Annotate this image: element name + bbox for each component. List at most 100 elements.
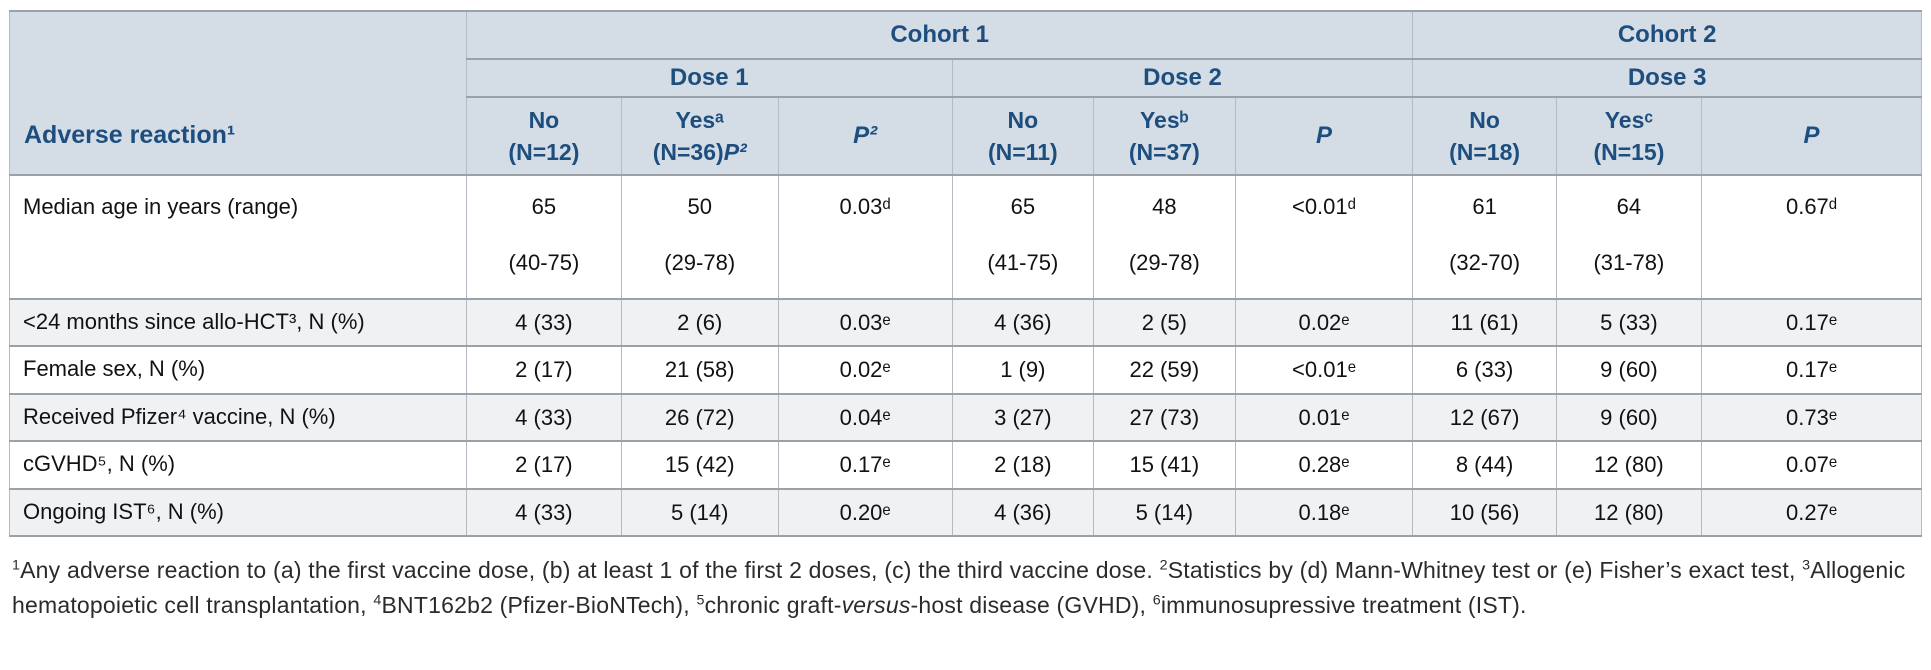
col-header-line1: No xyxy=(1469,107,1500,133)
table-cell: 0.03ᵉ xyxy=(777,297,953,348)
col-header-no-n18: No (N=18) xyxy=(1412,95,1557,177)
table-cell: 4 (33) xyxy=(465,392,622,443)
dose1-header: Dose 1 xyxy=(465,58,953,98)
table-cell: <0.01ᵉ xyxy=(1234,345,1414,395)
table-cell: 5 (33) xyxy=(1555,297,1703,348)
col-header-no-n11: No (N=11) xyxy=(951,95,1095,177)
dose3-header: Dose 3 xyxy=(1412,58,1922,98)
table-cell: 5 (14) xyxy=(1093,487,1236,538)
table-cell: 2 (18) xyxy=(951,440,1095,490)
table-cell: 0.28ᵉ xyxy=(1234,440,1414,490)
row-label: Female sex, N (%) xyxy=(9,345,467,395)
cohort1-header: Cohort 1 xyxy=(465,10,1414,60)
table-cell: 4 (36) xyxy=(951,487,1095,538)
col-header-line2: (N=12) xyxy=(508,139,580,166)
col-header-p-dose2: P xyxy=(1234,95,1414,177)
col-header-p-dose1: P² xyxy=(777,95,953,177)
row-label: Ongoing IST⁶, N (%) xyxy=(9,487,467,538)
col-header-line1: Yesᵃ xyxy=(675,107,724,133)
table-cell: 1 (9) xyxy=(951,345,1095,395)
column-header-adverse-reaction: Adverse reaction¹ xyxy=(9,9,467,177)
row-label: Received Pfizer⁴ vaccine, N (%) xyxy=(9,392,467,443)
cohort2-header: Cohort 2 xyxy=(1412,10,1922,60)
table-cell: 2 (17) xyxy=(465,345,622,395)
col-header-line2: (N=36)P² xyxy=(652,139,747,166)
table-row: Female sex, N (%) 2 (17) 21 (58) 0.02ᵉ 1 (9)… xyxy=(9,345,1922,395)
row-label: <24 months since allo-HCT³, N (%) xyxy=(9,297,467,348)
table-cell: 10 (56) xyxy=(1412,487,1557,538)
table-cell: 27 (73) xyxy=(1093,392,1236,443)
table-cell: 22 (59) xyxy=(1093,345,1236,395)
table-row: <24 months since allo-HCT³, N (%) 4 (33) 2… xyxy=(9,297,1922,348)
col-header-yes-n37: Yesᵇ (N=37) xyxy=(1093,95,1236,177)
table-row: cGVHD⁵, N (%) 2 (17) 15 (42) 0.17ᵉ 2 (18) 15 … xyxy=(9,440,1922,490)
table-body: Median age in years (range) 65 (40-75) 50 … xyxy=(9,174,1922,538)
table-cell: 2 (5) xyxy=(1093,297,1236,348)
table-cell: 12 (67) xyxy=(1412,392,1557,443)
table-cell: 65 (40-75) xyxy=(465,174,622,300)
col-header-line2: (N=18) xyxy=(1449,139,1521,166)
table-cell: 2 (6) xyxy=(620,297,779,348)
table-cell: 61 (32-70) xyxy=(1412,174,1557,300)
dose2-header: Dose 2 xyxy=(951,58,1414,98)
table-cell: 0.20ᵉ xyxy=(777,487,953,538)
col-header-line2: (N=37) xyxy=(1128,139,1200,166)
table-cell: 50 (29-78) xyxy=(620,174,779,300)
table-header: Adverse reaction¹ Cohort 1 Cohort 2 Dose… xyxy=(9,9,1922,177)
table-cell: 4 (33) xyxy=(465,297,622,348)
adverse-reactions-table: Adverse reaction¹ Cohort 1 Cohort 2 Dose… xyxy=(9,9,1922,538)
header-row-cohorts: Adverse reaction¹ Cohort 1 Cohort 2 xyxy=(9,9,1922,177)
col-header-line2: (N=15) xyxy=(1593,139,1665,166)
col-header-yes-n36: Yesᵃ (N=36)P² xyxy=(620,95,779,177)
table-row: Received Pfizer⁴ vaccine, N (%) 4 (33) 26 … xyxy=(9,392,1922,443)
row-label: Median age in years (range) xyxy=(9,174,467,300)
table-cell: 9 (60) xyxy=(1555,345,1703,395)
table-cell: 26 (72) xyxy=(620,392,779,443)
table-cell: 0.17ᵉ xyxy=(1701,345,1922,395)
table-cell: 15 (41) xyxy=(1093,440,1236,490)
table-cell: 5 (14) xyxy=(620,487,779,538)
header-row-doses: Dose 1 Dose 2 Dose 3 xyxy=(10,58,1922,98)
table-cell: 0.07ᵉ xyxy=(1701,440,1922,490)
table-cell: 2 (17) xyxy=(465,440,622,490)
table-cell: 0.27ᵉ xyxy=(1701,487,1922,538)
table-row: Median age in years (range) 65 (40-75) 50 … xyxy=(9,174,1922,300)
table-cell: 12 (80) xyxy=(1555,487,1703,538)
table-cell: 15 (42) xyxy=(620,440,779,490)
table-cell: 0.17ᵉ xyxy=(777,440,953,490)
table-cell: 0.17ᵉ xyxy=(1701,297,1922,348)
col-header-line1: No xyxy=(1007,107,1039,133)
table-cell: 48 (29-78) xyxy=(1093,174,1236,300)
footnotes: 1Any adverse reaction to (a) the first v… xyxy=(12,557,1906,619)
row-label: cGVHD⁵, N (%) xyxy=(9,440,467,490)
table-cell: 4 (36) xyxy=(951,297,1095,348)
table-cell: 0.73ᵉ xyxy=(1701,392,1922,443)
table-cell: 65 (41-75) xyxy=(951,174,1095,300)
col-header-p-dose3: P xyxy=(1701,95,1922,177)
table-cell: 11 (61) xyxy=(1412,297,1557,348)
table-cell: 0.18ᵉ xyxy=(1234,487,1414,538)
table-row: Ongoing IST⁶, N (%) 4 (33) 5 (14) 0.20ᵉ 4 (3… xyxy=(9,487,1922,538)
table-cell: <0.01ᵈ xyxy=(1234,174,1414,300)
table-cell: 9 (60) xyxy=(1555,392,1703,443)
table-cell: 12 (80) xyxy=(1555,440,1703,490)
col-header-line1: Yesᵇ xyxy=(1139,107,1189,133)
col-header-line2: (N=11) xyxy=(987,139,1058,166)
table-cell: 8 (44) xyxy=(1412,440,1557,490)
table-cell: 21 (58) xyxy=(620,345,779,395)
table-cell: 3 (27) xyxy=(951,392,1095,443)
col-header-line1: Yesᶜ xyxy=(1604,107,1654,133)
table-cell: 0.01ᵉ xyxy=(1234,392,1414,443)
table-cell: 0.67ᵈ xyxy=(1701,174,1922,300)
table-cell: 0.02ᵉ xyxy=(1234,297,1414,348)
col-header-line1: No xyxy=(528,107,560,133)
table-cell: 64 (31-78) xyxy=(1555,174,1703,300)
table-cell: 0.04ᵉ xyxy=(777,392,953,443)
table-cell: 6 (33) xyxy=(1412,345,1557,395)
table-cell: 0.02ᵉ xyxy=(777,345,953,395)
col-header-no-n12: No (N=12) xyxy=(465,95,622,177)
col-header-yes-n15: Yesᶜ (N=15) xyxy=(1555,95,1703,177)
table-cell: 0.03ᵈ xyxy=(777,174,953,300)
header-row-groups: No (N=12) Yesᵃ (N=36)P² P² No (N=11) Yes… xyxy=(10,95,1922,177)
